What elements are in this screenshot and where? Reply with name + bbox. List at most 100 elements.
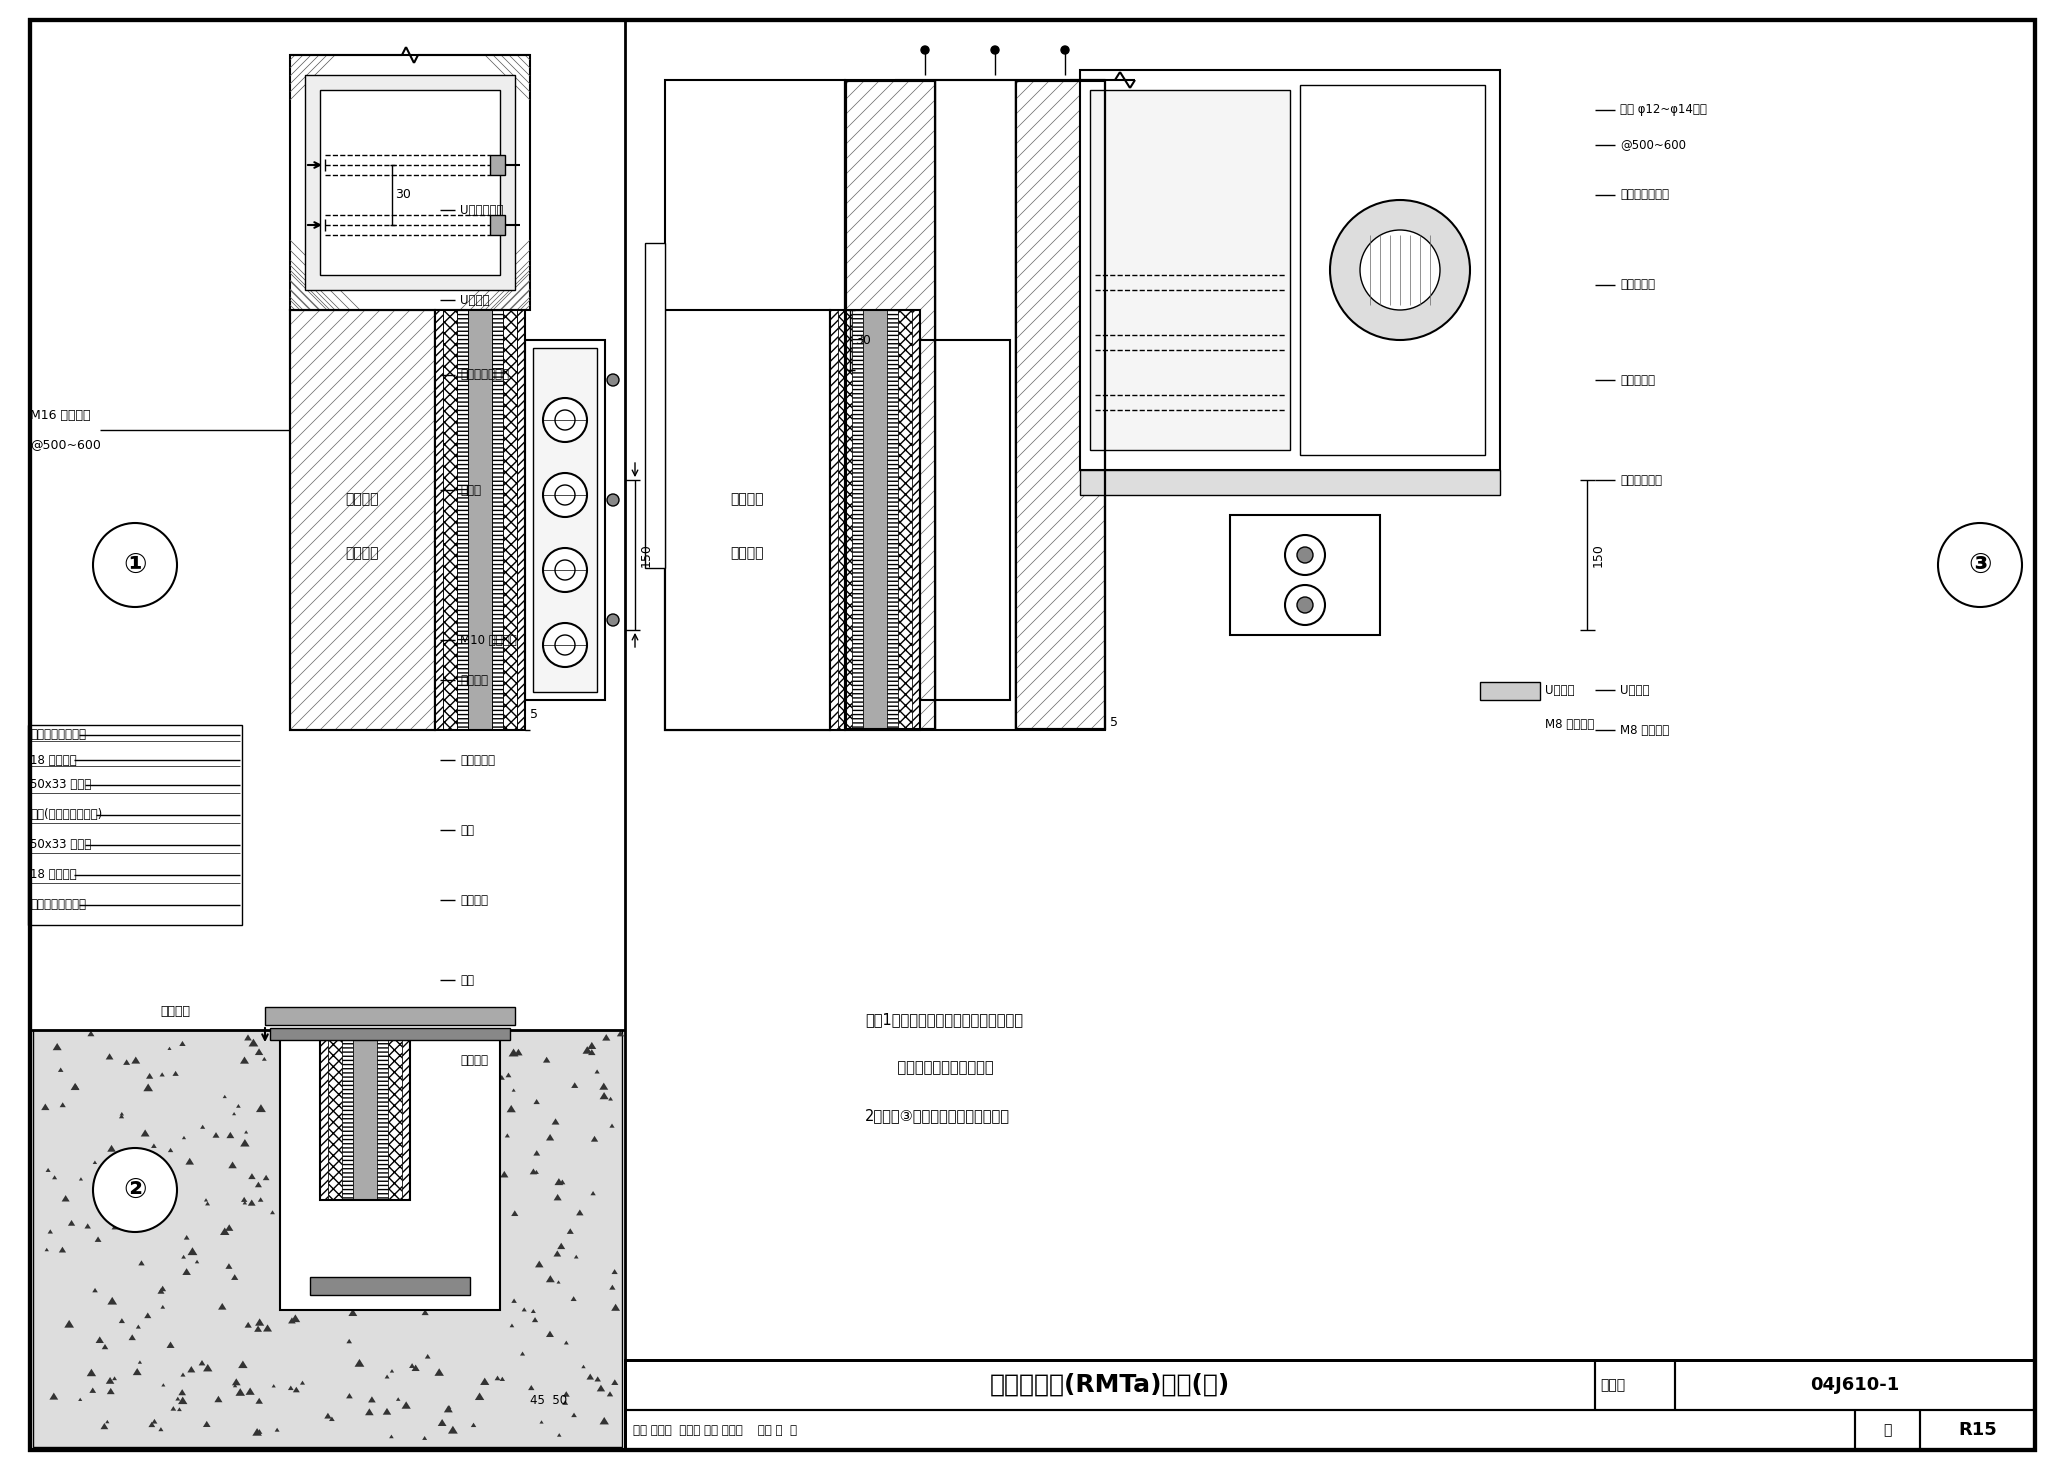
Bar bbox=[342, 1039, 352, 1200]
Polygon shape bbox=[406, 1080, 414, 1088]
Polygon shape bbox=[557, 1281, 561, 1284]
Polygon shape bbox=[453, 1171, 457, 1174]
Bar bbox=[532, 348, 598, 692]
Polygon shape bbox=[135, 1325, 141, 1329]
Circle shape bbox=[1284, 534, 1325, 575]
Bar bbox=[838, 310, 852, 731]
Polygon shape bbox=[119, 1114, 125, 1118]
Text: 地面标高: 地面标高 bbox=[461, 1054, 487, 1066]
Polygon shape bbox=[348, 1309, 356, 1316]
Polygon shape bbox=[168, 1047, 172, 1050]
Polygon shape bbox=[406, 1221, 410, 1224]
Bar bbox=[666, 310, 829, 731]
Polygon shape bbox=[236, 1104, 242, 1108]
Polygon shape bbox=[180, 1041, 186, 1045]
Polygon shape bbox=[471, 1423, 477, 1427]
Polygon shape bbox=[262, 1325, 272, 1332]
Polygon shape bbox=[244, 1035, 252, 1041]
Circle shape bbox=[606, 493, 618, 507]
Polygon shape bbox=[127, 1202, 133, 1208]
Polygon shape bbox=[125, 1195, 131, 1200]
Polygon shape bbox=[463, 1110, 469, 1116]
Text: 带轴承地轮: 带轴承地轮 bbox=[461, 754, 496, 767]
Polygon shape bbox=[571, 1296, 578, 1301]
Polygon shape bbox=[199, 1360, 205, 1366]
Polygon shape bbox=[178, 1389, 186, 1395]
Bar bbox=[33, 1031, 623, 1446]
Polygon shape bbox=[254, 1181, 262, 1187]
Polygon shape bbox=[528, 1385, 535, 1391]
Polygon shape bbox=[575, 1209, 584, 1215]
Polygon shape bbox=[500, 1376, 506, 1381]
Polygon shape bbox=[449, 1426, 459, 1433]
Polygon shape bbox=[606, 1391, 612, 1397]
Polygon shape bbox=[446, 1405, 451, 1408]
Polygon shape bbox=[324, 1301, 332, 1309]
Polygon shape bbox=[375, 1263, 385, 1271]
Polygon shape bbox=[395, 1397, 401, 1401]
Polygon shape bbox=[530, 1309, 537, 1313]
Polygon shape bbox=[248, 1173, 256, 1179]
Bar bbox=[504, 310, 516, 731]
Polygon shape bbox=[301, 1224, 307, 1228]
Text: R15: R15 bbox=[1958, 1422, 1997, 1439]
Bar bbox=[270, 1028, 510, 1039]
Circle shape bbox=[1937, 523, 2021, 608]
Polygon shape bbox=[270, 1211, 274, 1214]
Text: 防火板面或钢板面: 防火板面或钢板面 bbox=[31, 729, 86, 741]
Polygon shape bbox=[422, 1309, 428, 1315]
Text: M8 螺栓紧固: M8 螺栓紧固 bbox=[1620, 723, 1669, 736]
Polygon shape bbox=[203, 1364, 213, 1372]
Bar bbox=[387, 1039, 401, 1200]
Polygon shape bbox=[600, 1092, 608, 1099]
Bar bbox=[1079, 470, 1499, 495]
Polygon shape bbox=[440, 1217, 444, 1221]
Polygon shape bbox=[401, 1154, 410, 1159]
Polygon shape bbox=[600, 1082, 608, 1089]
Polygon shape bbox=[424, 1354, 430, 1359]
Polygon shape bbox=[238, 1360, 248, 1367]
Polygon shape bbox=[143, 1083, 154, 1091]
Polygon shape bbox=[41, 1104, 49, 1110]
Polygon shape bbox=[547, 1331, 553, 1337]
Polygon shape bbox=[330, 1417, 334, 1422]
Bar bbox=[829, 310, 920, 731]
Polygon shape bbox=[80, 1177, 84, 1180]
Polygon shape bbox=[608, 1097, 612, 1101]
Polygon shape bbox=[326, 1263, 336, 1272]
Text: 图集号: 图集号 bbox=[1599, 1378, 1626, 1392]
Polygon shape bbox=[104, 1420, 109, 1423]
Polygon shape bbox=[113, 1376, 117, 1381]
Polygon shape bbox=[557, 1433, 561, 1436]
Polygon shape bbox=[236, 1388, 246, 1395]
Polygon shape bbox=[459, 1285, 467, 1293]
Polygon shape bbox=[563, 1341, 569, 1344]
Polygon shape bbox=[442, 1060, 451, 1067]
Text: 变频电动机: 变频电动机 bbox=[1620, 373, 1655, 386]
Polygon shape bbox=[293, 1076, 299, 1080]
Polygon shape bbox=[330, 1101, 336, 1105]
Bar bbox=[645, 243, 666, 568]
Polygon shape bbox=[45, 1247, 49, 1252]
Text: 2、节点③用于电动推拉防射线门。: 2、节点③用于电动推拉防射线门。 bbox=[864, 1108, 1010, 1123]
Polygon shape bbox=[408, 1139, 418, 1146]
Polygon shape bbox=[49, 1392, 57, 1400]
Bar bbox=[319, 1039, 328, 1200]
Polygon shape bbox=[293, 1282, 299, 1288]
Text: 不锈钢包角眉板: 不锈钢包角眉板 bbox=[461, 369, 510, 382]
Polygon shape bbox=[403, 1255, 410, 1259]
Bar bbox=[846, 81, 936, 729]
Polygon shape bbox=[248, 1038, 258, 1047]
Polygon shape bbox=[289, 1318, 295, 1323]
Polygon shape bbox=[365, 1408, 373, 1416]
Polygon shape bbox=[186, 1158, 195, 1165]
Polygon shape bbox=[399, 1304, 403, 1307]
Text: M10 螺栓紧固: M10 螺栓紧固 bbox=[461, 634, 516, 647]
Polygon shape bbox=[412, 1364, 420, 1370]
Bar bbox=[862, 310, 887, 731]
Polygon shape bbox=[535, 1170, 539, 1174]
Polygon shape bbox=[442, 1179, 451, 1186]
Polygon shape bbox=[582, 1364, 586, 1369]
Polygon shape bbox=[309, 1269, 315, 1274]
Polygon shape bbox=[336, 1198, 340, 1200]
